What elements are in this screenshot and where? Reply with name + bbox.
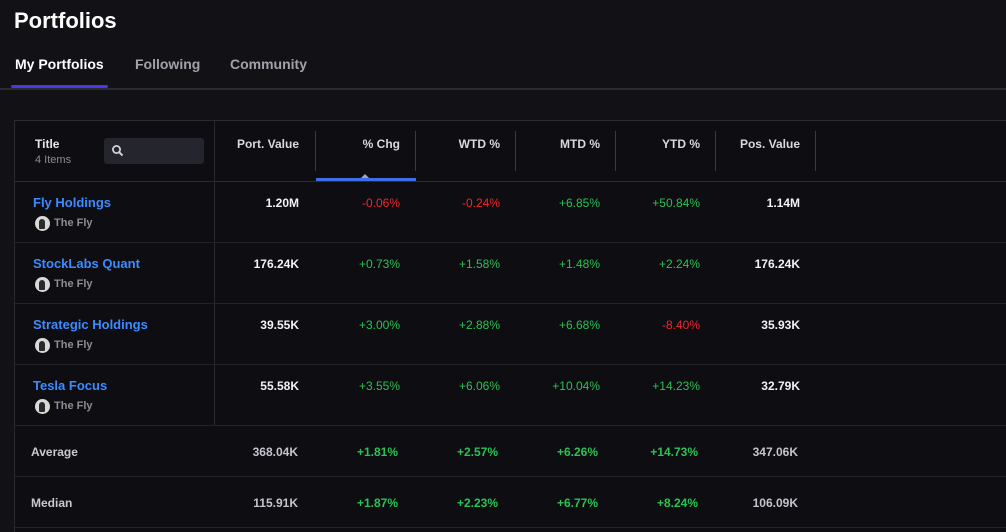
owner-avatar	[35, 398, 50, 414]
pos-value-cell: 1.14M	[766, 196, 800, 210]
portfolio-owner: The Fly	[35, 276, 93, 292]
column-header-chg[interactable]: % Chg	[362, 137, 400, 151]
pos-value-cell: 176.24K	[754, 257, 800, 271]
portfolio-name-link[interactable]: Strategic Holdings	[33, 317, 148, 332]
tab-bar: My Portfolios Following Community	[0, 46, 1006, 90]
tab-my-portfolios[interactable]: My Portfolios	[15, 56, 104, 72]
portfolios-table: Title 4 Items Port. Value % Chg WTD % MT…	[14, 120, 1006, 532]
chg-cell: -0.06%	[361, 196, 400, 210]
port-value-cell: 1.20M	[265, 196, 299, 210]
chg-cell: +0.73%	[358, 257, 400, 271]
column-separator	[515, 131, 516, 171]
active-tab-indicator	[11, 85, 108, 88]
sort-caret-icon	[361, 174, 369, 178]
search-icon	[112, 145, 124, 157]
column-header-ytd[interactable]: YTD %	[661, 137, 700, 151]
owner-avatar	[35, 337, 50, 353]
chg-cell: +1.81%	[356, 445, 398, 459]
table-row[interactable]: StockLabs Quant The Fly 176.24K +0.73% +…	[15, 243, 1006, 304]
ytd-cell: +50.84%	[652, 196, 700, 210]
column-separator	[815, 131, 816, 171]
owner-avatar	[35, 215, 50, 231]
ytd-cell: +8.24%	[656, 496, 698, 510]
portfolio-name-link[interactable]: StockLabs Quant	[33, 256, 140, 271]
table-row[interactable]: Tesla Focus The Fly 55.58K +3.55% +6.06%…	[15, 365, 1006, 426]
port-value-cell: 176.24K	[253, 257, 299, 271]
title-column-divider	[214, 121, 215, 426]
pos-value-cell: 106.09K	[752, 496, 798, 510]
owner-name: The Fly	[54, 339, 93, 351]
column-header-port-value[interactable]: Port. Value	[236, 137, 299, 151]
title-header-label: Title	[35, 137, 60, 151]
pos-value-cell: 347.06K	[752, 445, 798, 459]
summary-label: Median	[31, 496, 73, 510]
table-row[interactable]: Strategic Holdings The Fly 39.55K +3.00%…	[15, 304, 1006, 365]
table-row[interactable]: Fly Holdings The Fly 1.20M -0.06% -0.24%…	[15, 182, 1006, 243]
summary-label: Average	[31, 445, 78, 459]
search-input[interactable]	[130, 141, 200, 161]
port-value-cell: 115.91K	[253, 496, 298, 510]
column-header-wtd[interactable]: WTD %	[458, 137, 500, 151]
column-separator	[315, 131, 316, 171]
owner-name: The Fly	[54, 217, 93, 229]
summary-row-median: Median 115.91K +1.87% +2.23% +6.77% +8.2…	[15, 477, 1006, 528]
ytd-cell: +14.73%	[650, 445, 698, 459]
wtd-cell: +1.58%	[458, 257, 500, 271]
tab-following[interactable]: Following	[135, 56, 201, 72]
search-box[interactable]	[104, 138, 204, 164]
mtd-cell: +10.04%	[552, 379, 600, 393]
mtd-cell: +6.85%	[558, 196, 600, 210]
tab-community[interactable]: Community	[230, 56, 307, 72]
column-separator	[615, 131, 616, 171]
wtd-cell: +2.23%	[456, 496, 498, 510]
column-separator	[715, 131, 716, 171]
owner-avatar	[35, 276, 50, 292]
column-separator	[415, 131, 416, 171]
item-count: 4 Items	[35, 154, 72, 166]
portfolio-name-link[interactable]: Fly Holdings	[33, 195, 111, 210]
owner-name: The Fly	[54, 278, 93, 290]
ytd-cell: +14.23%	[652, 379, 700, 393]
title-column-header: Title 4 Items	[35, 137, 71, 166]
wtd-cell: +2.88%	[458, 318, 500, 332]
port-value-cell: 368.04K	[252, 445, 298, 459]
pos-value-cell: 32.79K	[761, 379, 800, 393]
wtd-cell: +2.57%	[456, 445, 498, 459]
portfolio-owner: The Fly	[35, 337, 93, 353]
mtd-cell: +6.26%	[556, 445, 598, 459]
page-title: Portfolios	[14, 8, 117, 33]
port-value-cell: 55.58K	[260, 379, 299, 393]
column-header-mtd[interactable]: MTD %	[560, 137, 600, 151]
mtd-cell: +6.68%	[558, 318, 600, 332]
column-header-pos-value[interactable]: Pos. Value	[739, 137, 800, 151]
chg-cell: +3.00%	[358, 318, 400, 332]
wtd-cell: -0.24%	[461, 196, 500, 210]
chg-cell: +3.55%	[358, 379, 400, 393]
portfolio-owner: The Fly	[35, 398, 93, 414]
portfolio-name-link[interactable]: Tesla Focus	[33, 378, 108, 393]
summary-row-average: Average 368.04K +1.81% +2.57% +6.26% +14…	[15, 426, 1006, 477]
sort-indicator	[316, 178, 416, 181]
port-value-cell: 39.55K	[260, 318, 299, 332]
chg-cell: +1.87%	[356, 496, 398, 510]
table-header: Title 4 Items Port. Value % Chg WTD % MT…	[15, 121, 1006, 182]
wtd-cell: +6.06%	[458, 379, 500, 393]
pos-value-cell: 35.93K	[761, 318, 800, 332]
ytd-cell: +2.24%	[658, 257, 700, 271]
ytd-cell: -8.40%	[661, 318, 700, 332]
mtd-cell: +1.48%	[558, 257, 600, 271]
owner-name: The Fly	[54, 400, 93, 412]
portfolio-owner: The Fly	[35, 215, 93, 231]
mtd-cell: +6.77%	[556, 496, 598, 510]
